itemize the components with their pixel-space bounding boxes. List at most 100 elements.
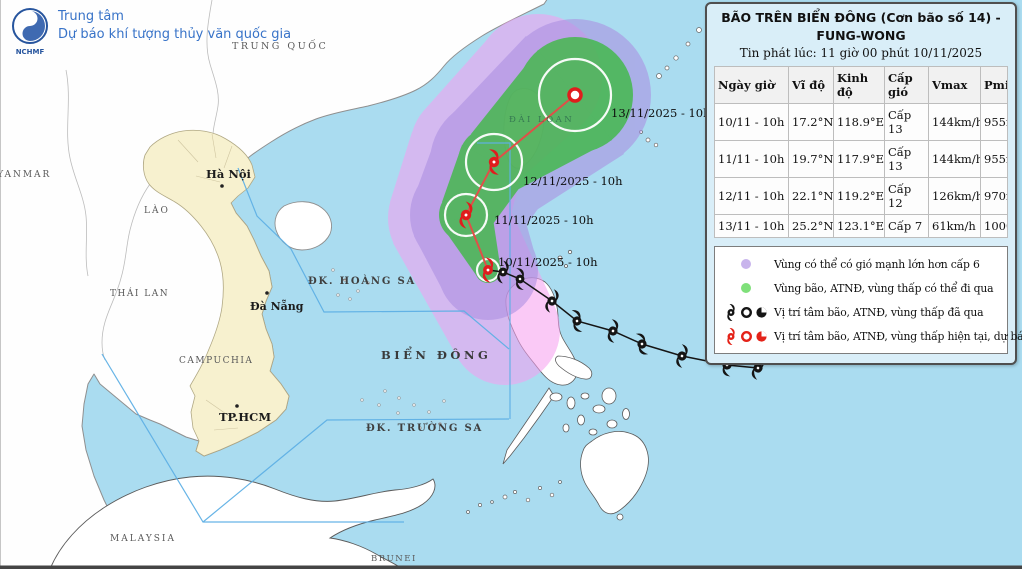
col-latitude: Vĩ độ (788, 66, 834, 104)
cell: 11/11 - 10h (714, 140, 789, 178)
logo-text: NCHMF (16, 48, 45, 56)
cell: 144km/h (928, 140, 981, 178)
cell: 61km/h (928, 214, 981, 238)
cell: 22.1°N (788, 177, 834, 215)
legend-label: Vị trí tâm bão, ATNĐ, vùng thấp hiện tại… (774, 329, 1022, 343)
site-brand[interactable]: NCHMF Trung tâm Dự báo khí tượng thủy vă… (8, 5, 291, 59)
low-pressure-icon (756, 306, 767, 318)
cell: 1000mb (980, 214, 1008, 238)
storm-bulletin-title: BÃO TRÊN BIỂN ĐÔNG (Cơn bão số 14) - FUN… (721, 10, 1001, 43)
org-name-line1: Trung tâm (58, 9, 124, 24)
low-pressure-icon-red (756, 330, 767, 342)
forecast-points (458, 87, 583, 283)
table-row: 10/11 - 10h 17.2°N 118.9°E Cấp 13 144km/… (714, 103, 1008, 141)
col-vmax: Vmax (928, 66, 981, 104)
org-name-line2: Dự báo khí tượng thủy văn quốc gia (58, 26, 292, 42)
cell: Cấp 12 (884, 177, 929, 215)
cell: Cấp 7 (884, 214, 929, 238)
cell: 144km/h (928, 103, 981, 141)
table-row: 12/11 - 10h 22.1°N 119.2°E Cấp 12 126km/… (714, 177, 1008, 215)
cell: 17.2°N (788, 103, 834, 141)
circle-icon (741, 306, 752, 318)
track-label-11-11: 11/11/2025 - 10h (494, 213, 594, 227)
hainan-island (274, 201, 333, 251)
purple-area-icon (741, 259, 751, 269)
table-row: 13/11 - 10h 25.2°N 123.1°E Cấp 7 61km/h … (714, 214, 1008, 238)
forecast-table: Ngày giờ Vĩ độ Kinh độ Cấp gió Vmax Pmin… (714, 66, 1008, 238)
cell: 119.2°E (833, 177, 885, 215)
label-malaysia: MALAYSIA (110, 534, 176, 544)
mindanao-island (580, 431, 649, 515)
cell: Cấp 13 (884, 140, 929, 178)
green-area-icon (741, 283, 751, 293)
label-thailand: THÁI LAN (110, 289, 170, 299)
track-label-10-11: 10/11/2025 - 10h (498, 255, 598, 269)
city-dots (220, 184, 269, 408)
typhoon-icon (727, 303, 735, 321)
cell: 10/11 - 10h (714, 103, 789, 141)
uncertainty-circle-48h (464, 132, 524, 192)
palawan-island (502, 387, 555, 465)
map-bottom-border (0, 565, 1022, 569)
label-brunei: BRUNEI (371, 554, 417, 564)
label-laos: LÀO (144, 206, 170, 216)
label-taiwan: ĐÀI LOAN (509, 115, 575, 125)
archipelago-dots (331, 268, 446, 430)
label-hoang-sa: ĐK. HOÀNG SA (308, 276, 417, 287)
bulletin-issued-time: Tin phát lúc: 11 giờ 00 phút 10/11/2025 (739, 46, 983, 60)
org-name[interactable]: Trung tâm Dự báo khí tượng thủy văn quốc… (58, 5, 291, 43)
circle-icon-red (741, 330, 752, 342)
label-myanmar: MYANMAR (0, 170, 52, 180)
typhoon-icon-red (727, 327, 735, 345)
legend-row-passage-area: Vùng bão, ATNĐ, vùng thấp có thể đi qua (718, 276, 1004, 300)
nchmf-logo[interactable]: NCHMF (8, 5, 52, 59)
province-borders (177, 133, 239, 431)
legend-row-wind-area: Vùng có thể có gió mạnh lớn hơn cấp 6 (718, 252, 1004, 276)
uncertainty-circle-72h (537, 57, 613, 133)
cell: 118.9°E (833, 103, 885, 141)
map-legend: Vùng có thể có gió mạnh lớn hơn cấp 6 Vù… (714, 246, 1022, 354)
cell: 19.7°N (788, 140, 834, 178)
small-islands (466, 3, 725, 514)
legend-row-past-position: Vị trí tâm bão, ATNĐ, vùng thấp đã qua (718, 300, 1004, 324)
cell: 970mb (980, 177, 1008, 215)
track-label-13-11: 13/11/2025 - 10h (611, 106, 711, 120)
cell: 12/11 - 10h (714, 177, 789, 215)
cell: 955mb (980, 103, 1008, 141)
cell: 955mb (980, 140, 1008, 178)
label-china: TRUNG QUỐC (232, 41, 329, 52)
country-borders (65, 0, 219, 361)
col-pmin: Pmin (980, 66, 1008, 104)
past-track-line (487, 269, 759, 369)
legend-label: Vùng có thể có gió mạnh lớn hơn cấp 6 (774, 257, 980, 271)
label-east-sea: BIỂN ĐÔNG (381, 348, 492, 362)
col-wind-level: Cấp gió (884, 66, 929, 104)
legend-label: Vị trí tâm bão, ATNĐ, vùng thấp đã qua (774, 305, 984, 319)
col-longitude: Kinh độ (833, 66, 885, 104)
maritime-boundary-lines (101, 142, 511, 523)
legend-label: Vùng bão, ATNĐ, vùng thấp có thể đi qua (774, 281, 994, 295)
mainland-asia (0, 0, 548, 569)
uncertainty-circle-24h (443, 192, 489, 238)
storm-center-72h (567, 87, 583, 103)
label-cambodia: CAMPUCHIA (179, 356, 254, 366)
label-hcmc: TP.HCM (219, 410, 272, 424)
cell: 117.9°E (833, 140, 885, 178)
vietnam-landmass (142, 129, 290, 457)
forecast-table-header-row: Ngày giờ Vĩ độ Kinh độ Cấp gió Vmax Pmin (714, 66, 1008, 104)
track-label-12-11: 12/11/2025 - 10h (523, 174, 623, 188)
cell: Cấp 13 (884, 103, 929, 141)
table-row: 11/11 - 10h 19.7°N 117.9°E Cấp 13 144km/… (714, 140, 1008, 178)
cell: 25.2°N (788, 214, 834, 238)
forecast-track-line (464, 94, 576, 271)
storm-info-panel: BÃO TRÊN BIỂN ĐÔNG (Cơn bão số 14) - FUN… (705, 2, 1022, 365)
label-truong-sa: ĐK. TRƯỜNG SA (366, 423, 484, 434)
cell: 126km/h (928, 177, 981, 215)
legend-row-current-forecast-position: Vị trí tâm bão, ATNĐ, vùng thấp hiện tại… (718, 324, 1022, 348)
col-datetime: Ngày giờ (714, 66, 789, 104)
cell: 123.1°E (833, 214, 885, 238)
label-hanoi: Hà Nội (206, 167, 251, 181)
cell: 13/11 - 10h (714, 214, 789, 238)
label-danang: Đà Nẵng (250, 300, 304, 313)
